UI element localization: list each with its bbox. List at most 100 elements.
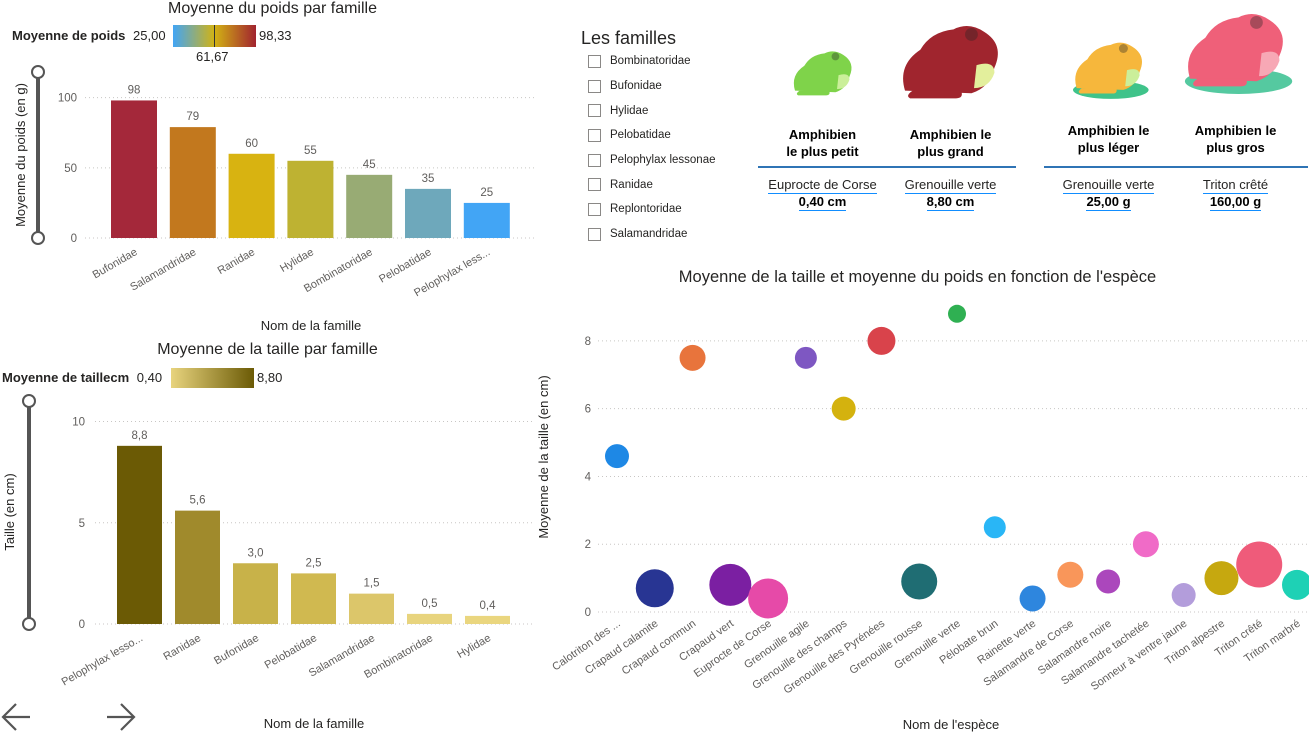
slicer-item[interactable]: Hylidae	[588, 98, 716, 123]
size-zoom-handle-bottom[interactable]	[22, 617, 36, 631]
bar	[233, 563, 278, 624]
slicer-title: Les familles	[581, 28, 677, 48]
card-value-text: 8,80 cm	[926, 194, 975, 211]
data-label: 0,5	[422, 598, 438, 610]
bar	[349, 593, 394, 624]
weight-chart: 0 50 100 98 Bufonidae 79 Salamandridae 60 Ranida…	[13, 65, 535, 333]
scatter-y-axis-label: Moyenne de la taille (en cm)	[536, 375, 551, 538]
size-x-axis-label: Nom de la famille	[264, 716, 364, 731]
checkbox[interactable]	[588, 153, 601, 167]
bar	[287, 160, 334, 238]
slicer-item-label: Replontoridae	[610, 203, 682, 216]
card-species-name: Grenouille verte	[904, 177, 997, 194]
slicer-item-label: Hylidae	[610, 104, 649, 117]
frog-icon	[793, 51, 852, 96]
data-label: 5,6	[190, 495, 206, 507]
bar	[291, 573, 336, 624]
card-caption: Amphibien le plus léger	[1046, 122, 1171, 156]
bar	[465, 615, 510, 624]
slicer-item[interactable]: Bufonidae	[588, 74, 716, 99]
y-tick-label: 4	[585, 471, 592, 483]
data-label: 3,0	[248, 547, 264, 559]
card-species-name: Euprocte de Corse	[768, 177, 877, 194]
weight-x-axis-label: Nom de la famille	[261, 318, 361, 333]
x-tick-label: Pelobatidae	[377, 246, 433, 285]
checkbox[interactable]	[588, 128, 601, 142]
bar	[407, 613, 452, 624]
slicer-item[interactable]: Bombinatoridae	[588, 49, 716, 74]
bar	[117, 445, 162, 624]
checkbox[interactable]	[588, 104, 601, 118]
card-caption-line1: Amphibien le	[1067, 123, 1150, 138]
checkbox[interactable]	[588, 227, 601, 241]
back-button[interactable]	[0, 700, 34, 734]
bar	[111, 100, 157, 238]
card-species: Triton crêté	[1153, 177, 1309, 194]
checkbox[interactable]	[588, 202, 601, 216]
slicer-item[interactable]: Salamandridae	[588, 222, 716, 247]
y-tick-label: 6	[585, 404, 591, 416]
weight-legend-label: Moyenne de poids	[12, 28, 126, 43]
slicer-item[interactable]: Replontoridae	[588, 197, 716, 222]
card-caption: Amphibien le plus gros	[1173, 122, 1298, 156]
data-label: 8,8	[132, 430, 148, 442]
slicer-item-label: Bufonidae	[610, 80, 662, 93]
arrow-right-icon	[107, 703, 136, 731]
y-tick-label: 100	[58, 93, 77, 105]
size-legend-label: Moyenne de taillecm	[2, 370, 130, 385]
scatter-point	[867, 326, 896, 355]
card-value: 160,00 g	[1173, 194, 1298, 211]
x-tick-label: Hylidae	[278, 246, 316, 275]
scatter-point	[1282, 569, 1309, 600]
weight-y-axis-label: Moyenne du poids (en g)	[13, 83, 28, 227]
weight-legend-max: 98,33	[259, 28, 292, 43]
scatter-point	[605, 444, 629, 469]
bar	[405, 188, 451, 238]
slicer-item[interactable]: Pelophylax lessonae	[588, 148, 716, 173]
x-tick-label: Ranidae	[162, 632, 203, 663]
size-y-axis-label: Taille (en cm)	[2, 473, 17, 550]
scatter-x-axis-label: Nom de l'espèce	[903, 717, 999, 732]
y-tick-label: 0	[79, 619, 85, 631]
frog-icon	[902, 26, 998, 99]
weight-chart-title: Moyenne du poids par famille	[167, 0, 377, 17]
data-label: 98	[128, 84, 141, 96]
slicer-item[interactable]: Pelobatidae	[588, 123, 716, 148]
scatter-point	[794, 346, 817, 369]
scatter-point	[1171, 583, 1196, 608]
cards-divider-right	[1044, 166, 1308, 168]
y-tick-label: 2	[585, 539, 591, 551]
slicer-item-label: Pelobatidae	[610, 129, 671, 142]
checkbox[interactable]	[588, 178, 601, 192]
slicer-item-label: Bombinatoridae	[610, 55, 691, 68]
forward-button[interactable]	[103, 700, 137, 734]
data-label: 1,5	[364, 578, 380, 590]
bar	[228, 153, 275, 238]
slicer-item[interactable]: Ranidae	[588, 172, 716, 197]
card-value-text: 25,00 g	[1086, 194, 1131, 211]
bar	[346, 174, 393, 238]
scatter-point	[1204, 561, 1239, 596]
scatter-point	[948, 304, 966, 323]
x-tick-label: Bufonidae	[212, 632, 261, 667]
checkbox[interactable]	[588, 79, 601, 93]
y-tick-label: 8	[585, 336, 591, 348]
card-value-text: 0,40 cm	[798, 194, 847, 211]
size-zoom-handle-top[interactable]	[22, 394, 36, 408]
card-caption-line2: plus léger	[1077, 140, 1140, 155]
size-legend: Moyenne de taillecm 0,40	[2, 370, 162, 385]
weight-zoom-handle-bottom[interactable]	[31, 231, 45, 245]
weight-zoom-handle-top[interactable]	[31, 65, 45, 79]
data-label: 79	[186, 111, 199, 123]
x-tick-label: Pelophylax lesso...	[60, 632, 145, 688]
frog-icon	[1072, 42, 1149, 99]
card-species-name: Grenouille verte	[1062, 177, 1155, 194]
checkbox[interactable]	[588, 54, 601, 68]
frog-icon	[1184, 14, 1292, 94]
scatter-point	[709, 563, 752, 606]
cards-divider-left	[758, 166, 1016, 168]
size-legend-max: 8,80	[257, 370, 283, 385]
data-label: 45	[363, 159, 376, 171]
x-tick-label: Ranidae	[216, 246, 257, 277]
weight-legend: Moyenne de poids 25,00	[12, 28, 166, 43]
